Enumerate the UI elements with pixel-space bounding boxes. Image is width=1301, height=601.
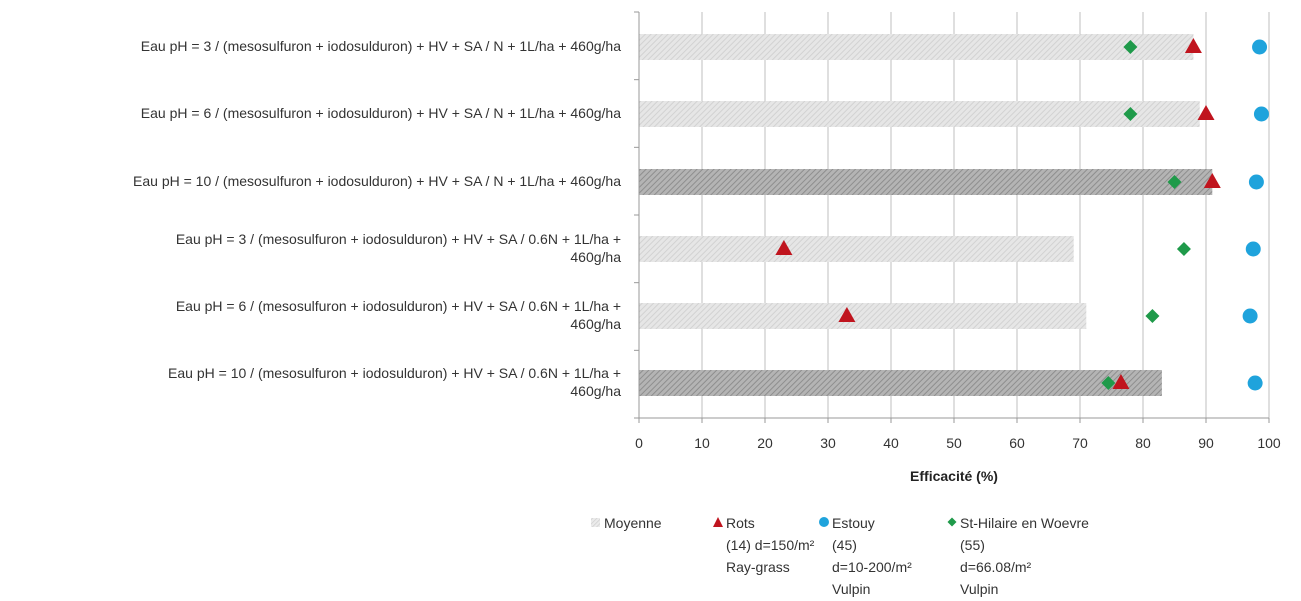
- marker-rots: [1112, 374, 1130, 389]
- marker-st-hilaire: [1145, 309, 1160, 323]
- bar-moyenne: [639, 303, 1087, 329]
- marker-series: [775, 38, 1269, 391]
- category-label: Eau pH = 10 / (mesosulfuron + iodosuldur…: [133, 173, 621, 189]
- x-tick-label: 30: [820, 435, 836, 451]
- x-tick-label: 100: [1257, 435, 1281, 451]
- x-tick-label: 0: [635, 435, 643, 451]
- marker-st-hilaire: [1167, 175, 1182, 189]
- x-tick-label: 60: [1009, 435, 1025, 451]
- marker-rots: [838, 307, 856, 322]
- marker-rots: [775, 240, 793, 255]
- marker-estouy: [1242, 308, 1258, 324]
- bar-moyenne: [639, 101, 1200, 127]
- category-label: Eau pH = 6 / (mesosulfuron + iodosulduro…: [175, 298, 621, 332]
- x-tick-label: 80: [1135, 435, 1151, 451]
- category-label: Eau pH = 10 / (mesosulfuron + iodosuldur…: [168, 365, 621, 399]
- legend-symbol-triangle: [713, 517, 723, 527]
- legend-diamond: [947, 517, 957, 527]
- marker-st-hilaire: [1101, 376, 1116, 390]
- x-tick-label: 90: [1198, 435, 1214, 451]
- x-tick-label: 20: [757, 435, 773, 451]
- bar-moyenne: [639, 34, 1194, 60]
- legend-label: Moyenne: [604, 515, 662, 531]
- marker-rots: [1197, 105, 1215, 120]
- bar-series: [639, 34, 1213, 396]
- bar-moyenne: [639, 236, 1074, 262]
- legend-triangle: [713, 517, 723, 527]
- grid-lines: [701, 12, 1270, 418]
- x-tick-label: 40: [883, 435, 899, 451]
- legend-symbol-diamond: [947, 517, 957, 527]
- x-axis-title: Efficacité (%): [910, 468, 998, 484]
- legend-symbol-bar-swatch: [591, 518, 600, 527]
- x-tick-label: 10: [694, 435, 710, 451]
- marker-estouy: [1247, 375, 1263, 391]
- legend-label: Estouy (45) d=10-200/m² Vulpin: [832, 515, 912, 597]
- marker-st-hilaire: [1123, 107, 1138, 121]
- marker-rots: [1203, 173, 1221, 188]
- marker-estouy: [1252, 39, 1268, 55]
- marker-st-hilaire: [1123, 40, 1138, 54]
- marker-estouy: [1248, 174, 1264, 190]
- bar-moyenne: [639, 169, 1213, 195]
- category-label: Eau pH = 3 / (mesosulfuron + iodosulduro…: [140, 38, 621, 54]
- legend-circle: [819, 517, 829, 527]
- legend-symbol-circle: [819, 517, 829, 527]
- category-label: Eau pH = 6 / (mesosulfuron + iodosulduro…: [140, 105, 621, 121]
- category-label: Eau pH = 3 / (mesosulfuron + iodosulduro…: [175, 231, 621, 265]
- bar-moyenne: [639, 370, 1162, 396]
- legend-swatch-moyenne: [591, 518, 600, 527]
- marker-estouy: [1253, 106, 1269, 122]
- axes: 0 10 20 30 40 50 60 70 80 90 100: [634, 11, 1281, 451]
- marker-st-hilaire: [1176, 242, 1191, 256]
- marker-estouy: [1245, 241, 1261, 257]
- legend-label: St-Hilaire en Woevre (55) d=66.08/m² Vulpin: [960, 515, 1089, 597]
- legend-label: Rots (14) d=150/m² Ray-grass: [726, 515, 815, 575]
- x-tick-label: 50: [946, 435, 962, 451]
- marker-rots: [1184, 38, 1202, 53]
- x-tick-label: 70: [1072, 435, 1088, 451]
